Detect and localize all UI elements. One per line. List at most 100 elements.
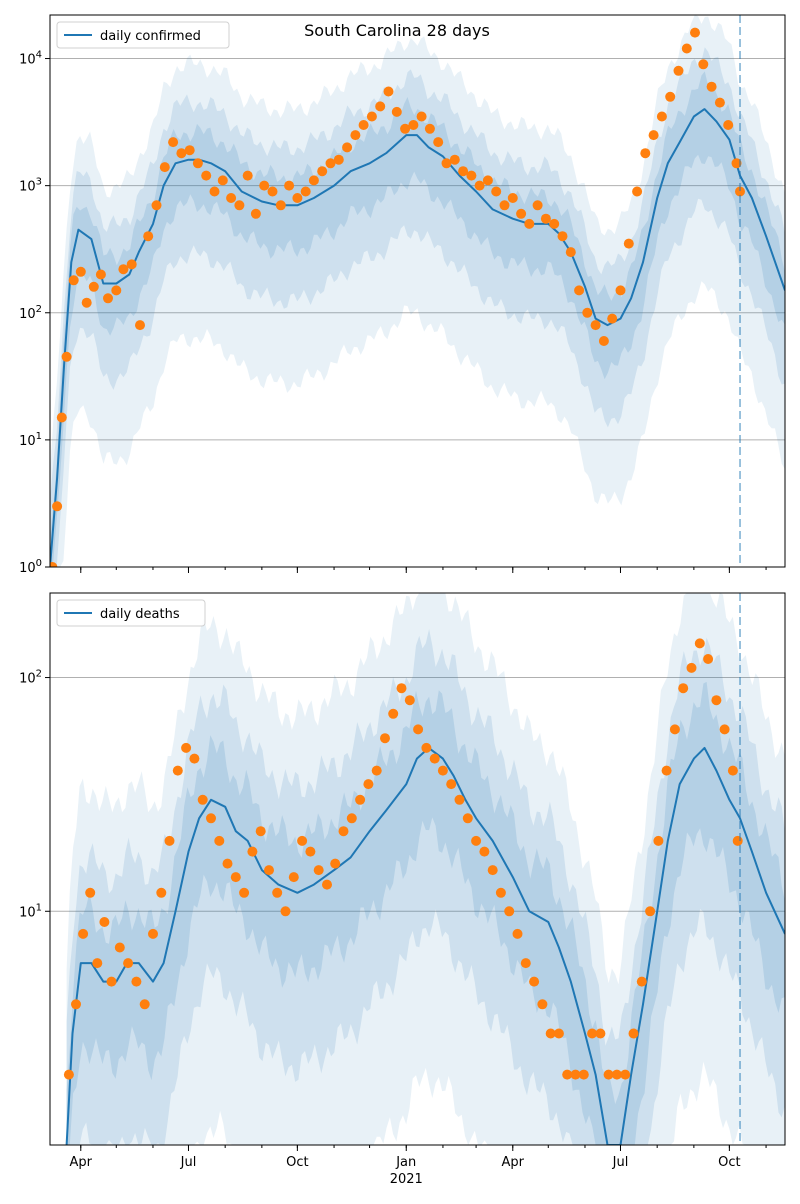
confirmed-point	[449, 154, 460, 165]
deaths-band-outer	[66, 593, 785, 1145]
confirmed-point	[416, 111, 427, 122]
confirmed-point	[375, 101, 386, 112]
deaths-point	[611, 1069, 622, 1080]
confirmed-point	[441, 158, 452, 169]
confirmed-point	[250, 208, 261, 219]
deaths-point	[106, 976, 117, 987]
confirmed-point	[52, 501, 63, 512]
confirmed-point	[75, 266, 86, 277]
deaths-point	[437, 765, 448, 776]
deaths-point	[189, 753, 200, 764]
confirmed-point	[95, 269, 106, 280]
confirmed-point	[574, 285, 585, 296]
deaths-point	[172, 765, 183, 776]
deaths-point	[181, 742, 192, 753]
deaths-point	[454, 794, 465, 805]
confirmed-point	[88, 281, 99, 292]
deaths-band-middle	[66, 629, 785, 1145]
deaths-point	[148, 928, 158, 939]
confirmed-legend-box	[56, 21, 230, 49]
deaths-point	[355, 794, 366, 805]
confirmed-point	[111, 285, 122, 296]
deaths-point	[264, 865, 274, 876]
confirmed-point	[690, 27, 700, 38]
confirmed-point	[350, 130, 361, 141]
deaths-point	[322, 879, 332, 890]
deaths-point	[280, 906, 291, 917]
confirmed-point	[151, 200, 162, 211]
confirmed-point	[159, 162, 170, 173]
deaths-x-tick-label: Jul	[612, 1155, 629, 1170]
deaths-x-tick-label: Oct	[718, 1155, 740, 1170]
confirmed-band-middle	[50, 47, 785, 567]
deaths-point	[305, 846, 316, 857]
deaths-point	[363, 779, 374, 790]
confirmed-point	[516, 208, 527, 219]
confirmed-point	[242, 170, 253, 181]
confirmed-point	[209, 186, 220, 197]
deaths-legend-label: daily deaths	[100, 607, 180, 622]
confirmed-point	[234, 200, 245, 211]
confirmed-point	[433, 137, 444, 148]
deaths-point	[562, 1069, 573, 1080]
confirmed-point	[408, 120, 419, 130]
deaths-point	[732, 835, 743, 846]
confirmed-point	[640, 148, 651, 159]
confirmed-point	[681, 43, 692, 54]
deaths-point	[230, 872, 241, 883]
deaths-point	[85, 887, 96, 898]
deaths-point	[214, 835, 225, 846]
confirmed-plot-area	[50, 15, 785, 567]
deaths-point	[595, 1028, 606, 1039]
confirmed-point	[168, 137, 179, 148]
deaths-point	[380, 733, 390, 744]
confirmed-point	[68, 275, 79, 286]
confirmed-point	[549, 218, 560, 229]
confirmed-point	[391, 106, 402, 117]
deaths-point	[346, 813, 357, 824]
confirmed-point	[81, 297, 92, 308]
deaths-point	[719, 724, 730, 735]
deaths-point	[653, 835, 664, 846]
deaths-point	[587, 1028, 598, 1039]
confirmed-point	[61, 351, 72, 362]
deaths-point	[71, 999, 81, 1010]
deaths-plot-area	[63, 593, 785, 1145]
confirmed-legend: daily confirmed	[56, 21, 230, 49]
confirmed-point	[342, 142, 353, 153]
confirmed-point	[582, 307, 593, 318]
confirmed-point	[400, 123, 411, 134]
confirmed-point	[300, 186, 311, 197]
confirmed-point	[532, 200, 543, 211]
deaths-point	[512, 928, 523, 939]
confirmed-point	[366, 111, 377, 122]
confirmed-point	[499, 200, 510, 211]
confirmed-point	[126, 259, 137, 270]
confirmed-line	[50, 108, 785, 567]
confirmed-point	[598, 336, 609, 346]
deaths-legend: daily deaths	[56, 599, 206, 627]
confirmed-chart-panel: 100 101 102 103 104 daily confirmed	[19, 14, 786, 576]
confirmed-point	[698, 59, 709, 70]
confirmed-point	[217, 175, 228, 186]
confirmed-point	[192, 158, 203, 169]
deaths-point	[78, 928, 89, 939]
confirmed-point	[118, 264, 129, 275]
deaths-point	[471, 835, 482, 846]
deaths-band-inner	[66, 681, 785, 1145]
confirmed-point	[615, 285, 626, 296]
deaths-point	[446, 779, 457, 790]
deaths-point	[92, 958, 103, 969]
confirmed-point	[143, 231, 154, 242]
deaths-point	[123, 958, 134, 969]
confirmed-point	[259, 180, 270, 191]
confirmed-point	[50, 562, 58, 567]
confirmed-point	[176, 148, 187, 159]
confirmed-point	[474, 180, 485, 191]
deaths-point	[553, 1028, 564, 1039]
deaths-point	[661, 765, 672, 776]
confirmed-point	[424, 123, 435, 134]
confirmed-point	[607, 313, 618, 324]
